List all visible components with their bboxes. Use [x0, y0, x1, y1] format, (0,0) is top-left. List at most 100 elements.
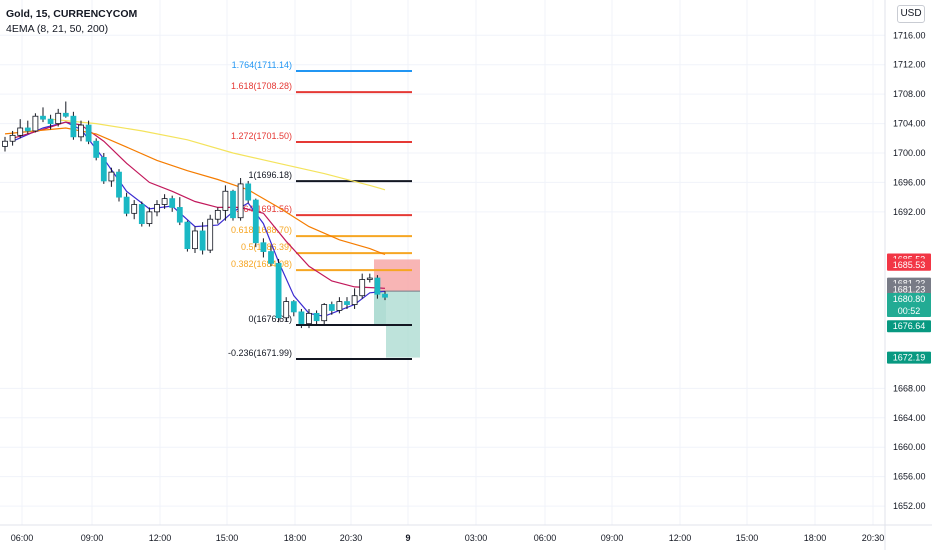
fib-label: 0.618(1688.70) — [231, 225, 292, 235]
candle-body — [9, 134, 16, 142]
candle-body — [268, 251, 274, 264]
candle-body — [138, 204, 145, 225]
candle-body — [222, 190, 229, 211]
candle-body — [252, 199, 259, 244]
candle-body — [78, 124, 84, 138]
candle-body — [146, 211, 153, 225]
candle-body — [169, 198, 176, 208]
chart-legend: Gold, 15, CURRENCYCOM 4EMA (8, 21, 50, 2… — [6, 7, 137, 37]
candle-body — [32, 115, 39, 132]
candle-body — [116, 171, 122, 198]
candle-body — [93, 140, 100, 158]
price-tag — [887, 320, 931, 333]
price-tag-label: 1672.19 — [893, 353, 926, 363]
x-tick-label: 06:00 — [11, 533, 34, 543]
price-tag — [887, 351, 931, 364]
x-tick-label: 03:00 — [465, 533, 488, 543]
candle-body — [131, 204, 138, 214]
fib-label: 1(1696.18) — [248, 170, 292, 180]
price-tag — [887, 283, 931, 296]
candle-body — [70, 115, 77, 138]
x-tick-label: 18:00 — [284, 533, 307, 543]
candle-body — [161, 198, 168, 205]
candle-body — [154, 204, 160, 213]
fib-label: 0.764(1691.56) — [231, 204, 292, 214]
fib-label: 0(1676.61) — [248, 314, 292, 324]
y-tick-label: 1656.00 — [893, 472, 926, 482]
y-tick-label: 1712.00 — [893, 60, 926, 70]
indicator-label: 4EMA (8, 21, 50, 200) — [6, 23, 109, 35]
y-tick-label: 1708.00 — [893, 89, 926, 99]
candle-body — [230, 190, 236, 219]
candle-body — [55, 112, 62, 124]
candle-body — [366, 277, 373, 280]
fib-label: 1.618(1708.28) — [231, 81, 292, 91]
x-tick-label: 06:00 — [534, 533, 557, 543]
candle-body — [199, 230, 206, 251]
candle-body — [336, 301, 343, 311]
stop-loss-zone — [374, 259, 420, 292]
ema-line — [50, 118, 386, 191]
y-tick-label: 1660.00 — [893, 442, 926, 452]
x-tick-label: 15:00 — [216, 533, 239, 543]
candle-body — [192, 230, 198, 250]
y-tick-label: 1700.00 — [893, 148, 926, 158]
y-tick-label: 1704.00 — [893, 119, 926, 129]
candle-body — [328, 304, 335, 311]
candle-body — [176, 207, 183, 223]
price-tag-label: 1676.64 — [893, 321, 926, 331]
x-tick-label: 12:00 — [669, 533, 692, 543]
candle-body — [382, 293, 388, 298]
candle-body — [2, 140, 8, 147]
candle-body — [374, 277, 381, 295]
candle-body — [17, 127, 24, 136]
candle-body — [290, 301, 297, 313]
ema-line — [12, 121, 386, 289]
price-tag — [887, 293, 931, 318]
x-tick-label: 12:00 — [149, 533, 172, 543]
y-tick-label: 1716.00 — [893, 30, 926, 40]
candle-body — [47, 118, 54, 124]
candle-body — [344, 301, 350, 305]
x-tick-label: 9 — [405, 533, 410, 543]
candle-body — [62, 112, 69, 117]
candle-body — [100, 157, 107, 182]
x-tick-label: 18:00 — [804, 533, 827, 543]
fib-label: -0.236(1671.99) — [228, 348, 292, 358]
fib-label: 1.764(1711.14) — [232, 60, 292, 70]
candle-body — [351, 295, 358, 305]
candle-body — [321, 304, 328, 322]
price-tag-label: 1681.23 — [893, 284, 926, 294]
x-tick-label: 15:00 — [736, 533, 759, 543]
currency-selector[interactable]: USD — [897, 5, 925, 23]
x-tick-label: 20:30 — [340, 533, 363, 543]
countdown-label: 00:52 — [898, 306, 921, 316]
candle-body — [245, 183, 252, 201]
y-tick-label: 1652.00 — [893, 501, 926, 511]
candle-body — [359, 279, 366, 297]
x-tick-label: 09:00 — [81, 533, 104, 543]
y-tick-label: 1664.00 — [893, 413, 926, 423]
y-tick-label: 1668.00 — [893, 383, 926, 393]
candle-body — [313, 312, 320, 322]
fib-label: 1.272(1701.50) — [231, 131, 292, 141]
price-tag-label: 1680.80 — [893, 294, 926, 304]
x-tick-label: 20:30 — [862, 533, 885, 543]
candle-body — [306, 312, 312, 325]
price-tag-label: 1685.53 — [893, 260, 926, 270]
candle-body — [207, 218, 214, 251]
candle-body — [214, 209, 221, 220]
candle-body — [184, 221, 191, 250]
x-tick-label: 09:00 — [601, 533, 624, 543]
target-zone-inner — [374, 291, 386, 325]
candle-body — [24, 127, 31, 132]
y-tick-label: 1692.00 — [893, 207, 926, 217]
fib-label: 0.382(1684.08) — [231, 259, 292, 269]
fib-label: 0.5(1686.39) — [241, 242, 292, 252]
symbol-title: Gold, 15, CURRENCYCOM — [6, 8, 138, 20]
candle-body — [283, 301, 290, 319]
candle-body — [275, 262, 282, 319]
candle-body — [260, 242, 267, 252]
candle-body — [237, 183, 244, 219]
